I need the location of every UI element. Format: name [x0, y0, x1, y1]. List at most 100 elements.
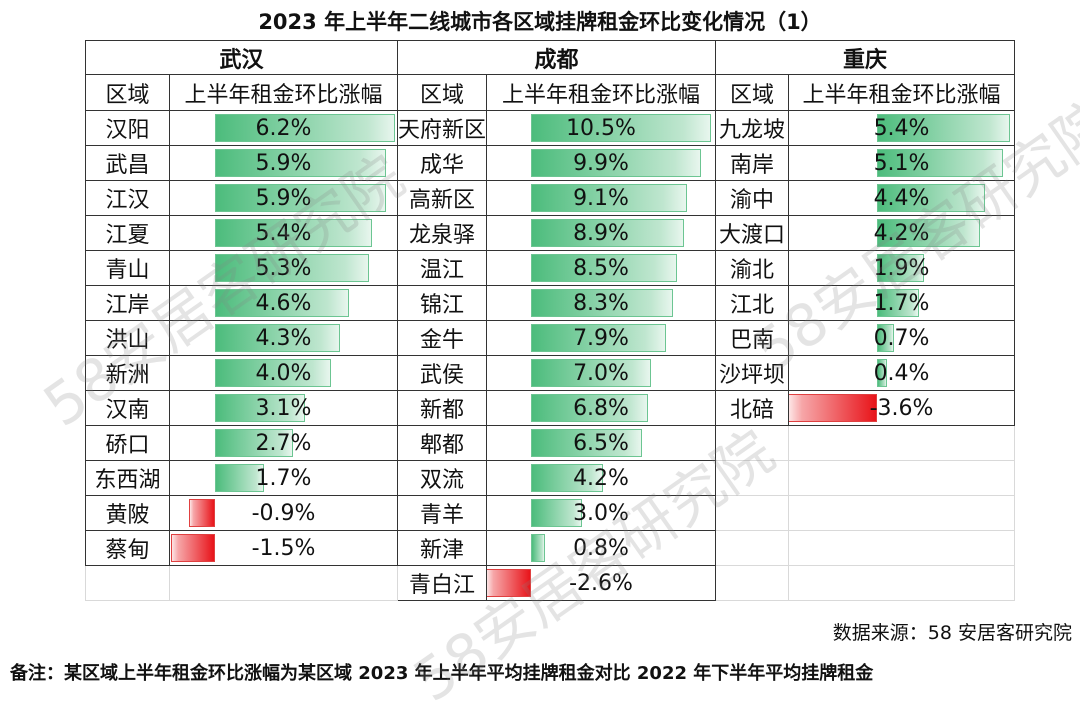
data-label: 3.1% [255, 395, 312, 421]
table-row: 江汉 5.9% 高新区 9.1% 渝中 4.4% [85, 180, 1016, 216]
column-header: 区域 [85, 74, 170, 111]
data-label: 5.1% [873, 150, 930, 176]
bar-positive [531, 289, 674, 317]
bar-positive [215, 464, 265, 492]
change-cell: 4.4% [788, 180, 1016, 216]
table-row: 黄陂 -0.9% 青羊 3.0% [85, 495, 1016, 531]
data-label: 5.9% [255, 150, 312, 176]
change-cell: 9.9% [486, 145, 717, 181]
region-cell: 新洲 [85, 355, 170, 391]
rent-change-table: 武汉 成都 重庆 区域 上半年租金环比涨幅 区域 上半年租金环比涨幅 区域 上半年租金环比涨幅汉… [85, 40, 1016, 601]
change-cell: 3.1% [169, 390, 398, 426]
region-cell: 新津 [396, 530, 488, 566]
data-label: 5.4% [873, 115, 930, 141]
empty-cell [715, 425, 790, 461]
bar-positive [531, 464, 604, 492]
change-cell: 5.9% [169, 180, 398, 216]
table-row: 武昌 5.9% 成华 9.9% 南岸 5.1% [85, 145, 1016, 181]
data-label: 1.7% [873, 290, 930, 316]
data-label: 8.5% [573, 255, 629, 281]
data-label: 10.5% [566, 115, 636, 141]
data-label: 5.9% [255, 185, 312, 211]
data-label: 8.9% [573, 220, 629, 246]
empty-cell [788, 530, 1016, 566]
change-cell: 8.3% [486, 285, 717, 321]
data-label: 1.9% [873, 255, 930, 281]
data-label: 6.8% [573, 395, 629, 421]
data-label: 9.1% [573, 185, 629, 211]
data-label: 4.6% [255, 290, 312, 316]
region-cell: 郫都 [396, 425, 488, 461]
region-cell: 汉阳 [85, 110, 170, 146]
bar-negative [789, 394, 878, 422]
region-cell: 洪山 [85, 320, 170, 356]
region-cell: 双流 [396, 460, 488, 496]
region-cell: 江岸 [85, 285, 170, 321]
change-cell: 1.7% [169, 460, 398, 496]
region-cell: 青山 [85, 250, 170, 286]
city-header-row: 武汉 成都 重庆 [85, 40, 1016, 75]
change-cell: 6.2% [169, 110, 398, 146]
empty-cell [169, 565, 398, 601]
change-cell: 9.1% [486, 180, 717, 216]
change-cell: 5.4% [788, 110, 1016, 146]
change-cell: 5.9% [169, 145, 398, 181]
change-cell: 2.7% [169, 425, 398, 461]
region-cell: 渝中 [715, 180, 790, 216]
bar-positive [531, 149, 701, 177]
bar-positive [215, 114, 395, 142]
change-cell: 4.6% [169, 285, 398, 321]
empty-cell [788, 495, 1016, 531]
data-label: 4.0% [255, 360, 312, 386]
change-cell: 7.0% [486, 355, 717, 391]
change-cell: 1.9% [788, 250, 1016, 286]
data-label: 4.4% [873, 185, 930, 211]
table-row: 青白江 -2.6% [85, 565, 1016, 601]
bar-positive [531, 359, 652, 387]
region-cell: 东西湖 [85, 460, 170, 496]
empty-cell [715, 530, 790, 566]
bar-positive [877, 219, 981, 247]
region-cell: 渝北 [715, 250, 790, 286]
change-cell: 5.4% [169, 215, 398, 251]
region-cell: 青羊 [396, 495, 488, 531]
column-header-row: 区域 上半年租金环比涨幅 区域 上半年租金环比涨幅 区域 上半年租金环比涨幅 [85, 74, 1016, 111]
data-label: -3.6% [869, 395, 934, 421]
empty-cell [788, 565, 1016, 601]
data-label: 9.9% [573, 150, 629, 176]
region-cell: 汉南 [85, 390, 170, 426]
change-cell: 4.2% [788, 215, 1016, 251]
bar-positive [531, 324, 667, 352]
region-cell: 温江 [396, 250, 488, 286]
data-label: 0.7% [873, 325, 930, 351]
region-cell: 巴南 [715, 320, 790, 356]
column-header: 区域 [396, 74, 488, 111]
bar-positive [531, 429, 643, 457]
table-row: 洪山 4.3% 金牛 7.9% 巴南 0.7% [85, 320, 1016, 356]
change-cell: 8.9% [486, 215, 717, 251]
change-cell: -2.6% [486, 565, 717, 601]
bar-positive [877, 289, 919, 317]
change-cell: 10.5% [486, 110, 717, 146]
bar-positive [531, 219, 684, 247]
bar-positive [215, 429, 294, 457]
data-label: 6.5% [573, 430, 629, 456]
bar-positive [531, 394, 648, 422]
change-cell: -1.5% [169, 530, 398, 566]
bar-positive [531, 254, 677, 282]
table-row: 硚口 2.7% 郫都 6.5% [85, 425, 1016, 461]
column-header: 上半年租金环比涨幅 [169, 74, 398, 111]
bar-negative [171, 534, 215, 562]
region-cell: 武昌 [85, 145, 170, 181]
empty-cell [788, 425, 1016, 461]
data-label: 5.3% [255, 255, 312, 281]
data-label: 5.4% [255, 220, 312, 246]
bar-negative [188, 499, 215, 527]
data-label: 7.9% [573, 325, 629, 351]
region-cell: 江夏 [85, 215, 170, 251]
change-cell: -3.6% [788, 390, 1016, 426]
change-cell: 0.4% [788, 355, 1016, 391]
change-cell: 4.0% [169, 355, 398, 391]
table-row: 青山 5.3% 温江 8.5% 渝北 1.9% [85, 250, 1016, 286]
bar-positive [215, 219, 372, 247]
